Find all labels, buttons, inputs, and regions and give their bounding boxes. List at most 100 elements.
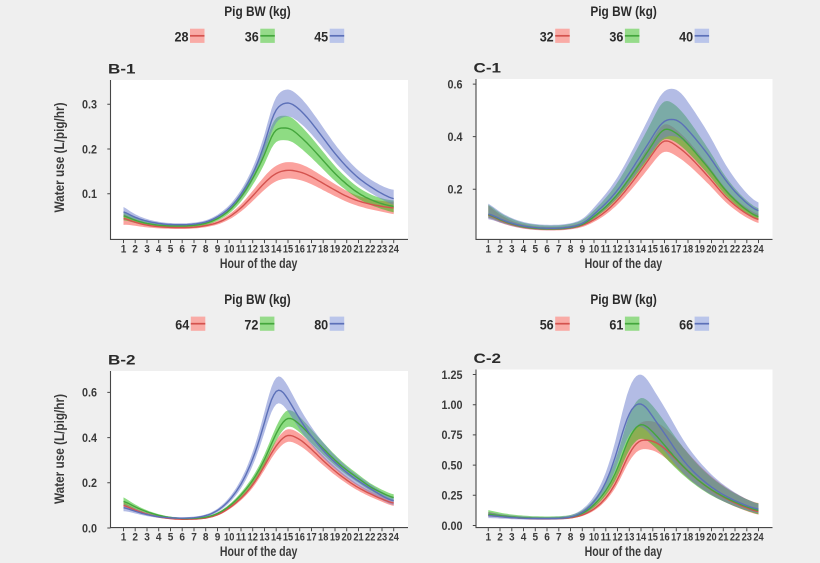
svg-text:15: 15: [648, 243, 658, 255]
svg-text:5: 5: [533, 532, 539, 544]
svg-text:23: 23: [742, 243, 752, 255]
svg-text:1: 1: [121, 243, 127, 255]
svg-text:14: 14: [636, 532, 646, 544]
svg-text:19: 19: [330, 532, 340, 544]
svg-text:0.25: 0.25: [442, 489, 463, 503]
svg-text:12: 12: [612, 243, 622, 255]
svg-text:8: 8: [568, 532, 574, 544]
svg-text:Pig BW (kg): Pig BW (kg): [224, 292, 291, 307]
svg-text:14: 14: [271, 532, 281, 544]
svg-text:0.00: 0.00: [442, 519, 463, 533]
svg-text:C-2: C-2: [474, 350, 502, 366]
svg-text:21: 21: [353, 532, 363, 544]
svg-text:8: 8: [203, 532, 209, 544]
svg-text:32: 32: [540, 29, 554, 45]
svg-text:18: 18: [683, 532, 693, 544]
svg-text:0.6: 0.6: [448, 77, 463, 91]
svg-text:23: 23: [377, 532, 387, 544]
svg-text:1.25: 1.25: [442, 368, 463, 382]
svg-text:Hour of the day: Hour of the day: [585, 544, 663, 559]
svg-text:3: 3: [509, 243, 515, 255]
svg-text:4: 4: [156, 243, 162, 255]
svg-text:Pig BW (kg): Pig BW (kg): [224, 4, 291, 19]
svg-text:2: 2: [497, 532, 503, 544]
svg-text:10: 10: [224, 243, 234, 255]
svg-text:16: 16: [659, 532, 669, 544]
svg-text:23: 23: [377, 243, 387, 255]
svg-text:24: 24: [389, 243, 399, 255]
svg-text:16: 16: [295, 243, 305, 255]
svg-text:0.2: 0.2: [82, 142, 97, 156]
svg-text:66: 66: [679, 317, 693, 333]
svg-text:22: 22: [365, 243, 375, 255]
svg-text:17: 17: [671, 243, 681, 255]
svg-text:24: 24: [389, 532, 399, 544]
svg-text:19: 19: [695, 243, 705, 255]
svg-text:1: 1: [486, 243, 492, 255]
svg-text:22: 22: [730, 532, 740, 544]
svg-text:12: 12: [248, 532, 258, 544]
svg-text:Hour of the day: Hour of the day: [220, 256, 298, 271]
svg-text:16: 16: [295, 532, 305, 544]
svg-text:6: 6: [179, 243, 185, 255]
svg-text:1: 1: [486, 532, 492, 544]
svg-text:23: 23: [742, 532, 752, 544]
svg-text:5: 5: [533, 243, 539, 255]
svg-text:61: 61: [609, 317, 623, 333]
svg-text:15: 15: [283, 243, 293, 255]
svg-text:3: 3: [144, 243, 150, 255]
svg-text:1.00: 1.00: [442, 398, 463, 412]
svg-text:22: 22: [730, 243, 740, 255]
svg-text:9: 9: [215, 243, 221, 255]
svg-text:11: 11: [236, 532, 246, 544]
svg-text:0.75: 0.75: [442, 428, 463, 442]
svg-text:18: 18: [318, 243, 328, 255]
svg-text:12: 12: [612, 532, 622, 544]
svg-text:13: 13: [259, 243, 269, 255]
svg-text:C-1: C-1: [474, 60, 502, 76]
svg-text:B-2: B-2: [108, 352, 136, 368]
svg-text:4: 4: [521, 243, 527, 255]
svg-text:7: 7: [556, 532, 562, 544]
svg-text:8: 8: [203, 243, 209, 255]
svg-text:6: 6: [544, 243, 550, 255]
svg-text:Pig BW (kg): Pig BW (kg): [590, 292, 657, 307]
svg-text:13: 13: [259, 532, 269, 544]
svg-text:21: 21: [718, 243, 728, 255]
svg-text:8: 8: [568, 243, 574, 255]
svg-text:80: 80: [314, 317, 328, 333]
svg-text:45: 45: [314, 29, 328, 45]
svg-text:24: 24: [753, 532, 763, 544]
svg-text:12: 12: [248, 243, 258, 255]
svg-text:11: 11: [601, 532, 611, 544]
svg-text:56: 56: [540, 317, 554, 333]
svg-text:3: 3: [144, 532, 150, 544]
svg-text:10: 10: [589, 532, 599, 544]
svg-text:20: 20: [706, 243, 716, 255]
svg-text:0.2: 0.2: [82, 476, 97, 490]
svg-text:18: 18: [318, 532, 328, 544]
svg-text:17: 17: [306, 243, 316, 255]
svg-text:Hour of the day: Hour of the day: [585, 256, 663, 271]
svg-text:21: 21: [353, 243, 363, 255]
svg-text:17: 17: [671, 532, 681, 544]
svg-text:6: 6: [179, 532, 185, 544]
svg-text:0.3: 0.3: [82, 98, 97, 112]
svg-text:Water use (L/pig/hr): Water use (L/pig/hr): [52, 103, 67, 213]
svg-text:3: 3: [509, 532, 515, 544]
svg-text:64: 64: [175, 317, 189, 333]
svg-text:0.6: 0.6: [82, 386, 97, 400]
svg-text:5: 5: [168, 532, 174, 544]
svg-text:19: 19: [330, 243, 340, 255]
svg-text:Pig BW (kg): Pig BW (kg): [590, 4, 657, 19]
svg-text:16: 16: [659, 243, 669, 255]
svg-text:28: 28: [175, 29, 189, 45]
svg-text:0.4: 0.4: [82, 431, 97, 445]
svg-text:20: 20: [342, 243, 352, 255]
svg-text:36: 36: [609, 29, 623, 45]
svg-text:72: 72: [244, 317, 258, 333]
svg-text:24: 24: [753, 243, 763, 255]
svg-text:11: 11: [236, 243, 246, 255]
svg-text:4: 4: [156, 532, 162, 544]
svg-text:15: 15: [283, 532, 293, 544]
